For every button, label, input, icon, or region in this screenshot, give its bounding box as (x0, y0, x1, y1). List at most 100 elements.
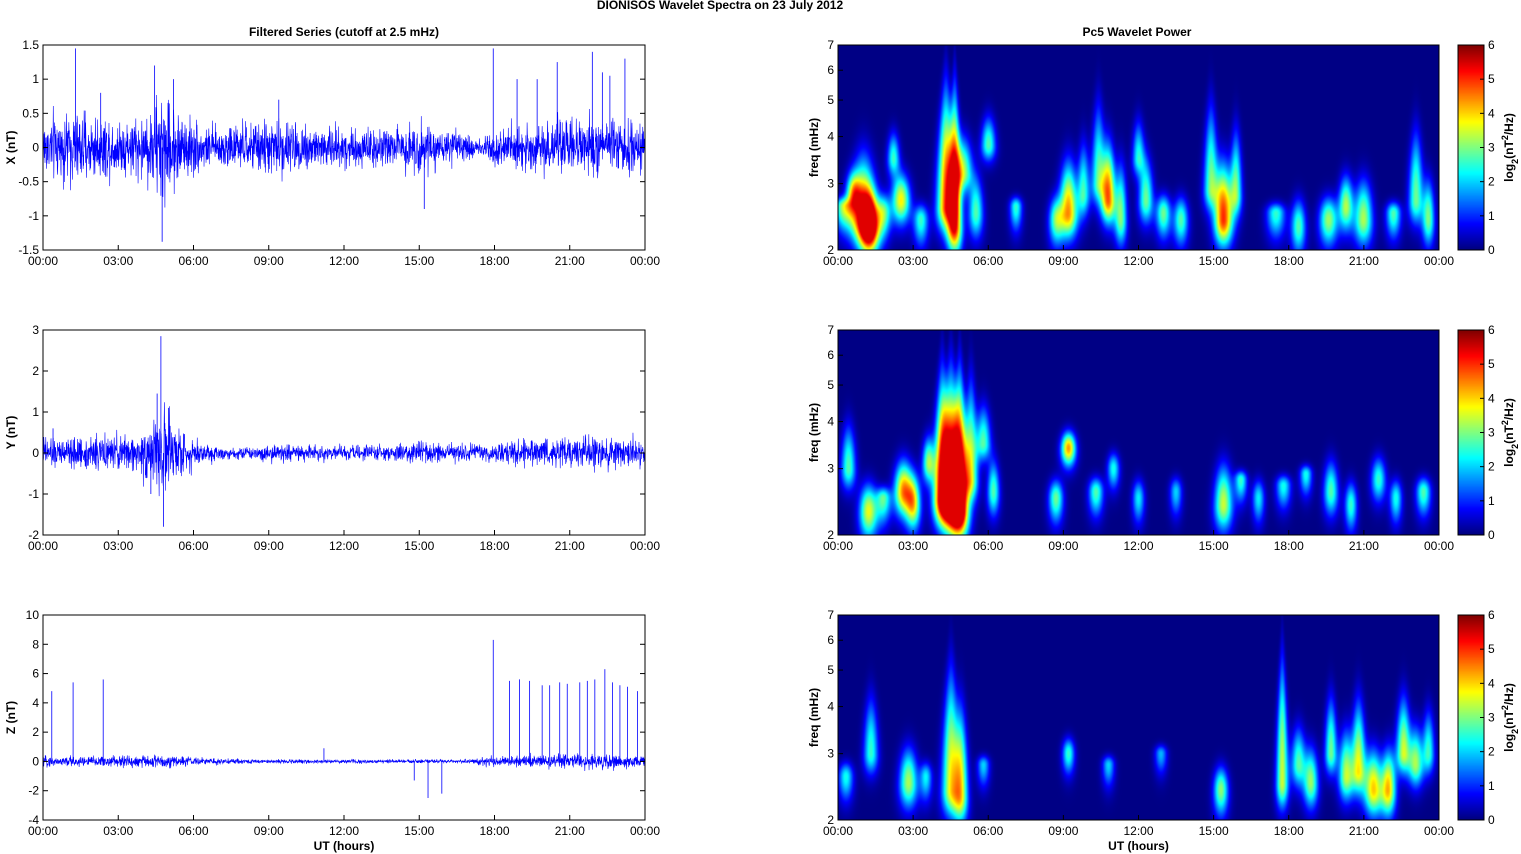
z-wavelet-ytick-label: 3 (827, 747, 834, 761)
x-series-xtick-label: 15:00 (404, 254, 434, 268)
x-wavelet-colorbar-tick-label: 5 (1488, 72, 1495, 86)
z-colorbar: 0 1 2 3 4 5 6 log2(nT2/Hz) (1457, 608, 1520, 827)
x-wavelet-colorbar-label: log2(nT2/Hz) (1500, 113, 1520, 182)
z-series-ylabel: Z (nT) (4, 701, 18, 734)
x-wavelet-ytick-label: 3 (827, 177, 834, 191)
z-wavelet-xlabel: UT (hours) (1108, 839, 1169, 853)
x-wavelet-ytick-label: 2 (827, 243, 834, 257)
z-series-ytick-label: 4 (32, 696, 39, 710)
x-series-ytick-label: -1 (28, 209, 39, 223)
x-wavelet-colorbar-tick-label: 3 (1488, 141, 1495, 155)
z-series-xtick-label: 15:00 (404, 824, 434, 838)
z-wavelet-ytick-label: 6 (827, 633, 834, 647)
right-column-title: Pc5 Wavelet Power (1083, 25, 1192, 39)
y-wavelet-colorbar-tick-label: 1 (1488, 494, 1495, 508)
y-wavelet-ytick-label: 7 (827, 323, 834, 337)
y-wavelet-colorbar-tick-label: 5 (1488, 357, 1495, 371)
y-wavelet-xtick-label: 03:00 (898, 539, 928, 553)
x-series-xtick-label: 18:00 (479, 254, 509, 268)
z-wavelet-ytick-label: 5 (827, 663, 834, 677)
x-wavelet-colorbar-tick-label: 4 (1488, 106, 1495, 120)
z-series-xtick-label: 21:00 (555, 824, 585, 838)
x-wavelet-ytick-label: 6 (827, 63, 834, 77)
z-wavelet-xtick-label: 21:00 (1349, 824, 1379, 838)
z-wavelet-xtick-label: 12:00 (1123, 824, 1153, 838)
z-wavelet-xtick-label: 18:00 (1274, 824, 1304, 838)
z-wavelet-ytick-label: 4 (827, 700, 834, 714)
y-colorbar-gradient (1458, 330, 1484, 535)
z-filtered-series-plot: -4 -2 0 2 4 6 8 10 Z (nT) 00:00 03:00 06:00 09:00 12:… (4, 608, 660, 853)
x-wavelet-xtick-label: 00:00 (823, 254, 853, 268)
z-wavelet-ylabel: freq (mHz) (807, 688, 821, 747)
x-wavelet-xtick-label: 09:00 (1048, 254, 1078, 268)
z-colorbar-gradient (1458, 615, 1484, 820)
y-wavelet-colorbar-tick-label: 6 (1488, 323, 1495, 337)
z-series-ytick-label: -4 (28, 813, 39, 827)
x-wavelet-xtick-label: 15:00 (1199, 254, 1229, 268)
z-series-ytick-label: 0 (32, 754, 39, 768)
x-series-ytick-label: -1.5 (18, 243, 39, 257)
y-series-xtick-label: 03:00 (103, 539, 133, 553)
y-wavelet-colorbar-tick-label: 0 (1488, 528, 1495, 542)
y-series-ytick-label: -2 (28, 528, 39, 542)
z-wavelet-xtick-label: 09:00 (1048, 824, 1078, 838)
y-wavelet-colorbar-label: log2(nT2/Hz) (1500, 398, 1520, 467)
y-series-ytick-label: -1 (28, 487, 39, 501)
x-series-ylabel: X (nT) (4, 131, 18, 165)
z-series-xtick-label: 18:00 (479, 824, 509, 838)
z-series-xtick-label: 09:00 (254, 824, 284, 838)
z-wavelet-colorbar-tick-label: 1 (1488, 779, 1495, 793)
y-wavelet-xtick-label: 18:00 (1274, 539, 1304, 553)
x-wavelet-xtick-label: 12:00 (1123, 254, 1153, 268)
z-series-xtick-label: 00:00 (630, 824, 660, 838)
z-series-xtick-label: 12:00 (329, 824, 359, 838)
y-series-xtick-label: 12:00 (329, 539, 359, 553)
y-wavelet-power-plot: 2 3 4 5 6 7 freq (mHz) 00:00 03:00 06:00 09:00 12:0… (807, 323, 1454, 553)
x-wavelet-ytick-label: 4 (827, 130, 834, 144)
z-series-xlabel: UT (hours) (314, 839, 375, 853)
x-wavelet-ytick-label: 7 (827, 38, 834, 52)
x-wavelet-xtick-label: 03:00 (898, 254, 928, 268)
y-wavelet-ytick-label: 5 (827, 378, 834, 392)
x-wavelet-ylabel: freq (mHz) (807, 118, 821, 177)
y-series-xtick-label: 15:00 (404, 539, 434, 553)
y-series-xtick-label: 09:00 (254, 539, 284, 553)
z-wavelet-xtick-label: 06:00 (973, 824, 1003, 838)
z-wavelet-xtick-label: 00:00 (1424, 824, 1454, 838)
z-series-ytick-label: 2 (32, 725, 39, 739)
z-wavelet-xtick-label: 00:00 (823, 824, 853, 838)
y-filtered-series-plot: -2 -1 0 1 2 3 Y (nT) 00:00 03:00 06:00 09:00 12:00 1… (4, 323, 660, 553)
y-series-ytick-label: 3 (32, 323, 39, 337)
z-wavelet-colorbar-tick-label: 3 (1488, 711, 1495, 725)
z-wavelet-colorbar-tick-label: 0 (1488, 813, 1495, 827)
y-series-ylabel: Y (nT) (4, 416, 18, 450)
y-wavelet-ylabel: freq (mHz) (807, 403, 821, 462)
x-filtered-series-plot: -1.5 -1 -0.5 0 0.5 1 1.5 X (nT) 00:00 03:00 06:00 0… (4, 38, 660, 268)
z-wavelet-power-plot: 2 3 4 5 6 7 freq (mHz) 00:00 03:00 06:00 09:00 12:0… (807, 608, 1454, 853)
y-wavelet-colorbar-tick-label: 3 (1488, 426, 1495, 440)
x-colorbar: 0 1 2 3 4 5 6 log2(nT2/Hz) (1457, 38, 1520, 257)
x-series-xtick-label: 03:00 (103, 254, 133, 268)
z-series-ytick-label: 6 (32, 667, 39, 681)
x-wavelet-xtick-label: 18:00 (1274, 254, 1304, 268)
z-series-ytick-label: 8 (32, 637, 39, 651)
y-wavelet-xtick-label: 21:00 (1349, 539, 1379, 553)
z-series-xtick-label: 00:00 (28, 824, 58, 838)
z-series-line (42, 752, 646, 771)
y-wavelet-ytick-label: 3 (827, 462, 834, 476)
z-wavelet-colorbar-tick-label: 2 (1488, 745, 1495, 759)
y-series-xtick-label: 00:00 (630, 539, 660, 553)
y-series-xtick-label: 18:00 (479, 539, 509, 553)
y-series-plot-area (43, 330, 645, 535)
x-series-xtick-label: 09:00 (254, 254, 284, 268)
y-series-ytick-label: 1 (32, 405, 39, 419)
y-wavelet-xtick-label: 00:00 (1424, 539, 1454, 553)
z-wavelet-colorbar-label: log2(nT2/Hz) (1500, 683, 1520, 752)
x-series-ytick-label: 1 (32, 72, 39, 86)
x-wavelet-power-plot: 2 3 4 5 6 7 freq (mHz) 00:00 03:00 06:00 09:00 12:0… (807, 38, 1454, 268)
y-wavelet-ytick-label: 4 (827, 415, 834, 429)
x-series-xtick-label: 00:00 (28, 254, 58, 268)
z-wavelet-ytick-label: 2 (827, 813, 834, 827)
z-spectrogram-image (838, 615, 1439, 820)
y-series-line (42, 402, 646, 497)
